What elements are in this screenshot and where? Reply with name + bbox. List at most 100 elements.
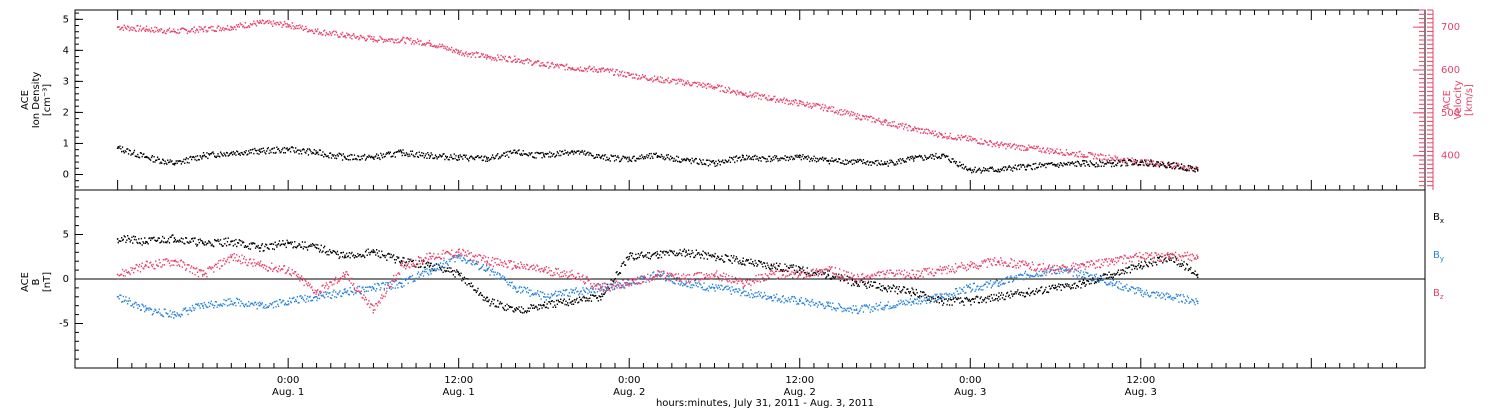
bx-series-point <box>145 240 147 243</box>
velocity-series-point <box>1083 153 1085 156</box>
velocity-series-point <box>1111 157 1114 160</box>
x-tick-date-label: Aug. 3 <box>1125 387 1157 398</box>
bx-series-point <box>685 251 687 254</box>
bx-series-point <box>400 260 403 263</box>
density-series-point <box>741 156 744 159</box>
density-series-point <box>230 151 233 154</box>
velocity-series-point <box>713 86 716 89</box>
density-series-point <box>429 154 432 157</box>
density-series-point <box>1054 164 1057 167</box>
bz-series-point <box>628 282 631 285</box>
velocity-series-point <box>429 42 432 45</box>
bx-series-point <box>173 237 176 239</box>
velocity-series-point <box>287 24 290 26</box>
bx-series-point <box>1083 282 1085 285</box>
by-series-point <box>344 291 346 294</box>
density-series-point <box>571 150 574 153</box>
bz-series-point <box>344 273 346 276</box>
density-series-point <box>173 162 176 165</box>
velocity-series-point <box>628 74 631 77</box>
velocity-tick-label: 700 <box>1441 22 1460 33</box>
by-series-point <box>315 295 318 298</box>
bx-series-point <box>855 282 858 285</box>
density-series-point <box>969 168 972 171</box>
x-tick-time-label: 0:00 <box>618 375 640 386</box>
bx-series-point <box>940 300 943 303</box>
velocity-series-point <box>173 30 176 33</box>
density-series-point <box>884 162 886 165</box>
density-series-point <box>116 147 119 150</box>
velocity-series <box>117 19 1199 172</box>
density-tick-label: 2 <box>63 107 69 118</box>
bz-series-point <box>145 264 147 267</box>
density-axis-title-line: Ion Density <box>31 72 42 129</box>
by-series-point <box>571 291 574 294</box>
bx-series-point <box>741 260 744 263</box>
by-series-point <box>400 282 403 285</box>
density-series-point <box>201 154 204 157</box>
velocity-series-point <box>1026 147 1029 149</box>
velocity-series-point <box>571 66 574 69</box>
velocity-series-point <box>827 107 830 110</box>
bx-series-point <box>372 251 375 254</box>
bz-series-point <box>770 273 773 276</box>
velocity-series-point <box>258 21 261 24</box>
velocity-series-point <box>798 102 801 105</box>
density-series-point <box>827 159 830 162</box>
velocity-series-point <box>315 30 318 33</box>
bz-series-point <box>514 264 517 267</box>
by-series-point <box>543 295 545 298</box>
bx-series-point <box>969 300 972 303</box>
x-tick-time-label: 12:00 <box>785 375 814 386</box>
velocity-series-point <box>145 28 147 31</box>
bz-series-point <box>1168 255 1171 258</box>
density-series-point <box>685 159 687 162</box>
velocity-axis-title-line: [km/s] <box>1464 84 1475 116</box>
density-series-point <box>656 154 659 157</box>
density-series-point <box>258 150 261 153</box>
by-series-point <box>884 304 886 307</box>
bz-series-point <box>173 260 176 263</box>
bx-series-point <box>543 304 545 307</box>
legend-subscript: x <box>1440 217 1444 225</box>
velocity-series-point <box>514 58 517 61</box>
x-tick-time-label: 12:00 <box>1126 375 1155 386</box>
bz-series-point <box>798 273 801 276</box>
by-series-point <box>1139 291 1142 294</box>
b-axis-title: ACE B [nT] <box>20 272 53 292</box>
density-series-point <box>543 154 545 157</box>
bx-series-point <box>798 269 801 271</box>
density-series <box>117 145 1199 174</box>
velocity-series-point <box>997 144 1000 146</box>
bz-series-point <box>827 269 830 271</box>
velocity-series-point <box>940 134 943 137</box>
density-series-point <box>912 158 915 160</box>
bx-series-point <box>656 253 659 255</box>
bx-series-point <box>315 246 318 249</box>
density-axis-title-line: [cm⁻³] <box>42 84 53 116</box>
bx-series-point <box>429 264 432 267</box>
bz-series-point <box>116 273 119 276</box>
x-tick-time-label: 0:00 <box>277 375 299 386</box>
by-series-point <box>940 295 943 298</box>
bz-series-point <box>400 264 403 267</box>
bz-series-point <box>315 291 318 294</box>
by-series-point <box>912 300 915 303</box>
velocity-series-point <box>855 115 858 118</box>
x-tick-date-label: Aug. 2 <box>784 387 816 398</box>
bz-series <box>117 248 1199 314</box>
bz-series-point <box>1054 269 1057 271</box>
velocity-axis-title: ACE Velocity [km/s] <box>1442 80 1475 119</box>
by-series-point <box>713 287 716 289</box>
bz-series-point <box>429 255 432 258</box>
bz-series-point <box>1026 264 1029 267</box>
legend-y: By <box>1433 250 1444 263</box>
top-panel-frame <box>74 9 1426 191</box>
by-series-point <box>514 287 517 289</box>
velocity-series-point <box>344 34 346 37</box>
by-series-point <box>429 269 432 271</box>
bx-series-point <box>486 300 489 303</box>
